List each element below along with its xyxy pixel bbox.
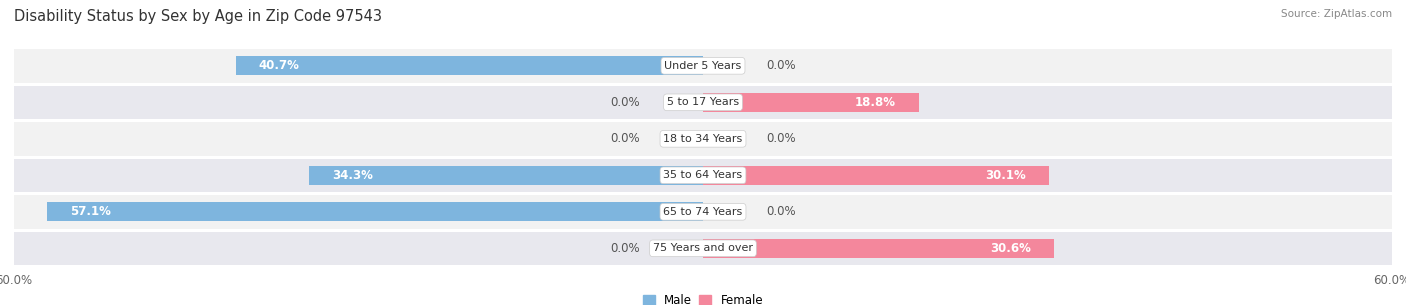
Bar bbox=[14, 159, 1392, 192]
Bar bbox=[309, 166, 703, 185]
Bar bbox=[703, 239, 1054, 258]
Bar bbox=[14, 49, 1392, 83]
Text: Disability Status by Sex by Age in Zip Code 97543: Disability Status by Sex by Age in Zip C… bbox=[14, 9, 382, 24]
Text: 0.0%: 0.0% bbox=[610, 242, 640, 255]
Bar bbox=[48, 202, 703, 221]
Text: 35 to 64 Years: 35 to 64 Years bbox=[664, 170, 742, 180]
Text: 18 to 34 Years: 18 to 34 Years bbox=[664, 134, 742, 144]
Text: 65 to 74 Years: 65 to 74 Years bbox=[664, 207, 742, 217]
Text: 30.1%: 30.1% bbox=[986, 169, 1025, 182]
Bar bbox=[703, 93, 920, 112]
Text: 18.8%: 18.8% bbox=[855, 96, 896, 109]
Text: 0.0%: 0.0% bbox=[766, 132, 796, 145]
Bar bbox=[14, 231, 1392, 265]
Text: 0.0%: 0.0% bbox=[766, 205, 796, 218]
Text: Under 5 Years: Under 5 Years bbox=[665, 61, 741, 71]
Bar bbox=[14, 195, 1392, 229]
Text: 0.0%: 0.0% bbox=[610, 132, 640, 145]
Bar bbox=[703, 166, 1049, 185]
Text: 75 Years and over: 75 Years and over bbox=[652, 243, 754, 253]
Text: Source: ZipAtlas.com: Source: ZipAtlas.com bbox=[1281, 9, 1392, 19]
Text: 40.7%: 40.7% bbox=[259, 59, 299, 72]
Text: 57.1%: 57.1% bbox=[70, 205, 111, 218]
Bar bbox=[14, 85, 1392, 119]
Text: 30.6%: 30.6% bbox=[990, 242, 1032, 255]
Bar bbox=[14, 122, 1392, 156]
Text: 5 to 17 Years: 5 to 17 Years bbox=[666, 97, 740, 107]
Legend: Male, Female: Male, Female bbox=[638, 289, 768, 305]
Bar bbox=[236, 56, 703, 75]
Text: 0.0%: 0.0% bbox=[610, 96, 640, 109]
Text: 0.0%: 0.0% bbox=[766, 59, 796, 72]
Text: 34.3%: 34.3% bbox=[332, 169, 373, 182]
